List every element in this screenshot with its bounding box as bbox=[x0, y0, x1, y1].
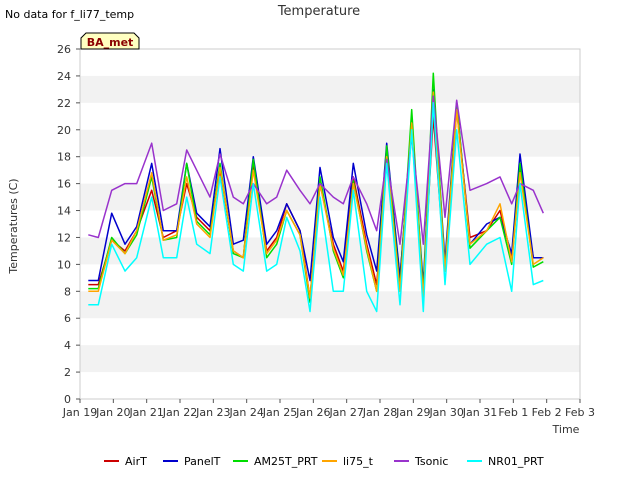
x-tick-label: Jan 27 bbox=[328, 406, 363, 419]
x-tick-label: Jan 19 bbox=[62, 406, 97, 419]
x-tick-label: Jan 24 bbox=[228, 406, 263, 419]
y-tick-label: 16 bbox=[57, 178, 71, 191]
y-tick-label: 0 bbox=[64, 393, 71, 406]
x-tick-label: Jan 23 bbox=[195, 406, 230, 419]
grid-band bbox=[80, 183, 580, 211]
x-tick-label: Jan 29 bbox=[395, 406, 430, 419]
x-tick-label: Jan 20 bbox=[95, 406, 130, 419]
y-tick-label: 22 bbox=[57, 97, 71, 110]
chart-title: Temperature bbox=[277, 4, 360, 19]
x-tick-label: Feb 1 bbox=[498, 406, 528, 419]
legend-label: AM25T_PRT bbox=[254, 455, 318, 468]
legend-label: Tsonic bbox=[414, 455, 448, 468]
y-tick-label: 8 bbox=[64, 285, 71, 298]
ba-met-badge: BA_met bbox=[80, 32, 140, 50]
plot-border bbox=[79, 48, 581, 400]
series-line-tsonic bbox=[88, 95, 544, 245]
x-tick-label: Jan 30 bbox=[428, 406, 463, 419]
grid-band bbox=[80, 291, 580, 319]
legend: AirT PanelT AM25T_PRT li75_t Tsonic NR01_PRT bbox=[104, 455, 544, 468]
plot-frame bbox=[79, 48, 581, 400]
no-data-message: No data for f_li77_temp bbox=[5, 8, 135, 21]
y-tick-label: 2 bbox=[64, 366, 71, 379]
x-tick-label: Jan 28 bbox=[362, 406, 397, 419]
legend-label: li75_t bbox=[343, 455, 374, 468]
x-tick-label: Feb 3 bbox=[565, 406, 595, 419]
grid-band bbox=[80, 75, 580, 103]
series-lines bbox=[88, 72, 544, 313]
y-tick-label: 10 bbox=[57, 258, 71, 271]
y-tick-label: 24 bbox=[57, 70, 71, 83]
grid-band bbox=[80, 237, 580, 265]
series-line-li75-t bbox=[88, 91, 544, 299]
grid-band bbox=[80, 129, 580, 157]
grid-band bbox=[80, 345, 580, 373]
y-tick-label: 6 bbox=[64, 312, 71, 325]
badge-label: BA_met bbox=[87, 36, 134, 49]
x-tick-label: Jan 31 bbox=[462, 406, 497, 419]
x-tick-label: Jan 25 bbox=[262, 406, 297, 419]
x-tick-label: Jan 22 bbox=[162, 406, 197, 419]
y-tick-label: 12 bbox=[57, 231, 71, 244]
y-tick-label: 14 bbox=[57, 205, 71, 218]
x-axis-label: Time bbox=[552, 423, 580, 436]
grid-bands bbox=[80, 75, 580, 373]
y-tick-label: 26 bbox=[57, 43, 71, 56]
y-tick-label: 20 bbox=[57, 124, 71, 137]
series-line-nr01-prt bbox=[88, 102, 544, 313]
y-axis-label: Temperatures (C) bbox=[7, 178, 20, 274]
legend-label: PanelT bbox=[184, 455, 221, 468]
y-tick-label: 18 bbox=[57, 151, 71, 164]
legend-label: AirT bbox=[125, 455, 147, 468]
x-tick-label: Feb 2 bbox=[532, 406, 562, 419]
x-tick-label: Jan 21 bbox=[128, 406, 163, 419]
x-tick-label: Jan 26 bbox=[295, 406, 330, 419]
y-tick-label: 4 bbox=[64, 339, 71, 352]
legend-label: NR01_PRT bbox=[488, 455, 544, 468]
